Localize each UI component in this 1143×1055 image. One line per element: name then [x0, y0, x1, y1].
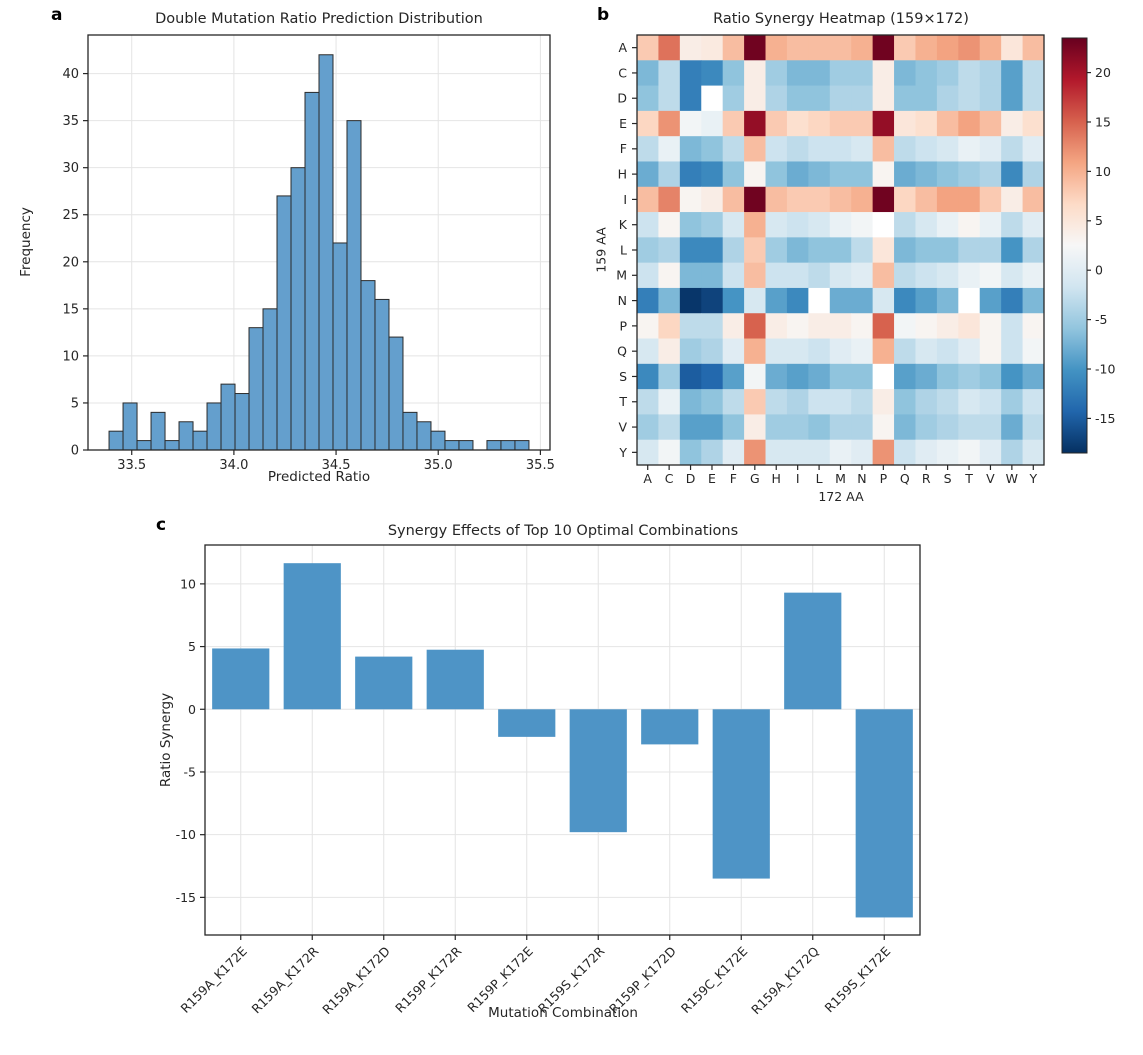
svg-text:15: 15 [62, 302, 79, 317]
svg-text:R159A_K172E: R159A_K172E [178, 943, 250, 1015]
svg-text:E: E [619, 116, 627, 131]
panel-b-ylabel: 159 AA [593, 227, 609, 273]
svg-text:K: K [619, 217, 628, 232]
svg-text:G: G [750, 471, 760, 486]
svg-text:34.5: 34.5 [322, 458, 351, 473]
svg-text:V: V [618, 419, 627, 434]
svg-text:N: N [618, 293, 627, 308]
svg-text:-15: -15 [1095, 411, 1115, 426]
svg-text:V: V [986, 471, 995, 486]
svg-text:10: 10 [180, 576, 196, 591]
histogram-bars [108, 54, 530, 451]
svg-text:35.0: 35.0 [424, 458, 453, 473]
svg-text:10: 10 [1095, 164, 1111, 179]
svg-text:M: M [616, 268, 627, 283]
panel-c-title: Synergy Effects of Top 10 Optimal Combin… [387, 523, 739, 539]
svg-text:H: H [772, 471, 781, 486]
svg-text:20: 20 [62, 255, 79, 270]
panel-a-ylabel: Frequency [18, 207, 34, 277]
svg-text:R159P_K172R: R159P_K172R [392, 943, 464, 1015]
svg-text:A: A [643, 471, 652, 486]
colorbar: 20 15 10 5 0 -5 -10 -15 [1061, 37, 1115, 454]
svg-text:H: H [618, 167, 627, 182]
svg-text:-5: -5 [1095, 312, 1107, 327]
svg-text:35.5: 35.5 [526, 458, 555, 473]
heatmap-cells [637, 35, 1045, 466]
svg-text:-10: -10 [1095, 361, 1115, 376]
panel-c-xlabel: Mutation Combination [488, 1005, 638, 1021]
svg-text:M: M [835, 471, 846, 486]
svg-text:C: C [665, 471, 674, 486]
svg-text:A: A [618, 40, 627, 55]
svg-text:0: 0 [71, 444, 79, 459]
svg-text:35: 35 [62, 114, 79, 129]
svg-text:0: 0 [188, 702, 196, 717]
svg-text:D: D [686, 471, 696, 486]
svg-text:5: 5 [188, 639, 196, 654]
histogram-plot: 33.5 34.0 34.5 35.0 35.5 0 5 10 15 20 25 30 35 40 [62, 34, 555, 473]
panel-a-xlabel: Predicted Ratio [267, 469, 371, 485]
svg-text:R159C_K172E: R159C_K172E [678, 943, 751, 1016]
synergy-bars [212, 563, 913, 918]
panel-b-letter: b [597, 5, 610, 25]
svg-text:40: 40 [62, 67, 79, 82]
svg-text:R159S_K172E: R159S_K172E [821, 943, 893, 1015]
svg-text:Q: Q [900, 471, 910, 486]
svg-text:5: 5 [1095, 213, 1103, 228]
svg-text:10: 10 [62, 349, 79, 364]
svg-text:R159A_K172Q: R159A_K172Q [748, 943, 822, 1017]
svg-text:P: P [880, 471, 888, 486]
svg-text:Y: Y [618, 445, 627, 460]
svg-text:34.0: 34.0 [219, 458, 248, 473]
svg-text:R159A_K172R: R159A_K172R [248, 943, 321, 1016]
synergy-bar-plot: 1050-5-10-15R159A_K172ER159A_K172RR159A_… [176, 544, 921, 1018]
svg-text:T: T [964, 471, 973, 486]
svg-text:0: 0 [1095, 263, 1103, 278]
svg-text:L: L [620, 242, 627, 257]
svg-text:T: T [618, 394, 627, 409]
svg-text:C: C [618, 65, 627, 80]
svg-text:30: 30 [62, 161, 79, 176]
panel-b-title: Ratio Synergy Heatmap (159×172) [713, 11, 969, 27]
svg-text:R159A_K172D: R159A_K172D [319, 944, 393, 1018]
svg-text:F: F [620, 141, 627, 156]
panel-b-xlabel: 172 AA [818, 489, 864, 504]
svg-text:15: 15 [1095, 114, 1111, 129]
svg-text:25: 25 [62, 208, 79, 223]
svg-text:-10: -10 [176, 827, 196, 842]
panel-a-letter: a [51, 5, 63, 25]
panel-c-ylabel: Ratio Synergy [158, 692, 174, 788]
svg-text:W: W [1006, 471, 1018, 486]
svg-text:P: P [619, 318, 627, 333]
svg-text:5: 5 [71, 396, 79, 411]
svg-text:I: I [796, 471, 800, 486]
svg-text:N: N [857, 471, 866, 486]
panel-c-letter: c [156, 515, 167, 535]
svg-text:R: R [922, 471, 931, 486]
svg-text:S: S [619, 369, 627, 384]
svg-text:20: 20 [1095, 65, 1111, 80]
svg-text:D: D [617, 91, 627, 106]
svg-text:E: E [708, 471, 716, 486]
svg-text:F: F [730, 471, 737, 486]
svg-text:I: I [623, 192, 627, 207]
svg-text:Q: Q [617, 344, 627, 359]
svg-text:S: S [944, 471, 952, 486]
svg-text:Y: Y [1028, 471, 1037, 486]
svg-text:L: L [816, 471, 823, 486]
svg-text:33.5: 33.5 [117, 458, 146, 473]
svg-text:-15: -15 [176, 890, 196, 905]
svg-text:-5: -5 [184, 764, 196, 779]
panel-a-title: Double Mutation Ratio Prediction Distrib… [155, 11, 483, 27]
